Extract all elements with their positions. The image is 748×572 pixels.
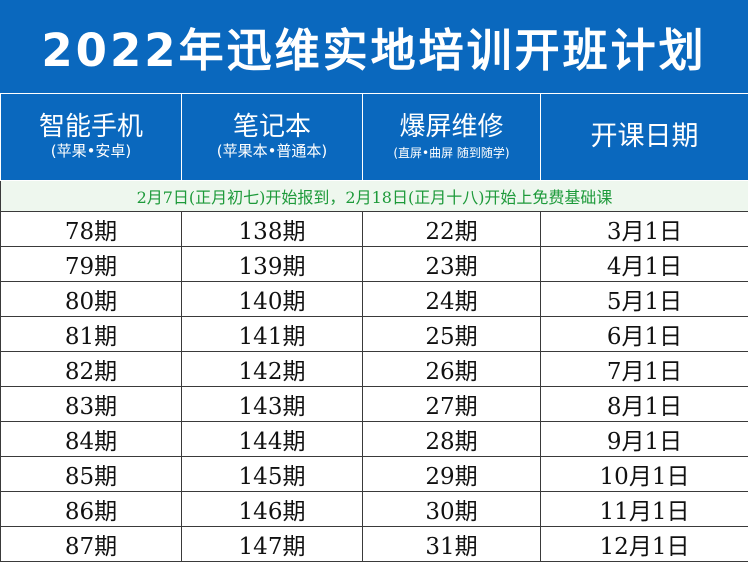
column-header-subtitle: (直屏•曲屏 随到随学) xyxy=(393,146,510,161)
schedule-table: 智能手机 (苹果•安卓) 笔记本 (苹果本•普通本) 爆屏维修 (直屏•曲屏 随… xyxy=(0,93,748,562)
notice-text: 2月7日(正月初七)开始报到，2月18日(正月十八)开始上免费基础课 xyxy=(0,180,748,212)
table-row: 87期 147期 31期 12月1日 xyxy=(0,526,748,562)
cell-screen-session: 26期 xyxy=(362,351,541,387)
cell-smartphone-session: 81期 xyxy=(0,316,182,352)
table-row: 81期 141期 25期 6月1日 xyxy=(0,316,748,352)
cell-screen-session: 25期 xyxy=(362,316,541,352)
cell-smartphone-session: 78期 xyxy=(0,211,182,247)
table-row: 79期 139期 23期 4月1日 xyxy=(0,246,748,282)
table-row: 86期 146期 30期 11月1日 xyxy=(0,491,748,527)
column-header-title: 笔记本 xyxy=(232,112,311,143)
cell-laptop-session: 141期 xyxy=(181,316,363,352)
cell-screen-session: 27期 xyxy=(362,386,541,422)
column-header-title: 开课日期 xyxy=(590,121,699,153)
cell-screen-session: 30期 xyxy=(362,491,541,527)
column-header-subtitle: (苹果•安卓) xyxy=(50,142,132,161)
column-header-start-date: 开课日期 xyxy=(540,93,748,181)
cell-smartphone-session: 87期 xyxy=(0,526,182,562)
column-header-subtitle: (苹果本•普通本) xyxy=(216,142,328,161)
cell-screen-session: 29期 xyxy=(362,456,541,492)
cell-laptop-session: 142期 xyxy=(181,351,363,387)
cell-screen-session: 22期 xyxy=(362,211,541,247)
cell-start-date: 9月1日 xyxy=(540,421,748,457)
cell-start-date: 4月1日 xyxy=(540,246,748,282)
table-row: 83期 143期 27期 8月1日 xyxy=(0,386,748,422)
cell-smartphone-session: 85期 xyxy=(0,456,182,492)
cell-start-date: 10月1日 xyxy=(540,456,748,492)
cell-laptop-session: 144期 xyxy=(181,421,363,457)
cell-start-date: 7月1日 xyxy=(540,351,748,387)
table-header-row: 智能手机 (苹果•安卓) 笔记本 (苹果本•普通本) 爆屏维修 (直屏•曲屏 随… xyxy=(0,93,748,181)
cell-screen-session: 31期 xyxy=(362,526,541,562)
cell-laptop-session: 143期 xyxy=(181,386,363,422)
cell-smartphone-session: 86期 xyxy=(0,491,182,527)
column-header-screen-repair: 爆屏维修 (直屏•曲屏 随到随学) xyxy=(362,93,541,181)
table-row: 84期 144期 28期 9月1日 xyxy=(0,421,748,457)
cell-laptop-session: 145期 xyxy=(181,456,363,492)
column-header-title: 爆屏维修 xyxy=(399,112,504,143)
table-row: 85期 145期 29期 10月1日 xyxy=(0,456,748,492)
table-row: 80期 140期 24期 5月1日 xyxy=(0,281,748,317)
schedule-rows: 78期 138期 22期 3月1日 79期 139期 23期 4月1日 80期 140期 24期 5月… xyxy=(0,211,748,562)
table-row: 78期 138期 22期 3月1日 xyxy=(0,211,748,247)
cell-laptop-session: 140期 xyxy=(181,281,363,317)
cell-screen-session: 24期 xyxy=(362,281,541,317)
column-header-smartphone: 智能手机 (苹果•安卓) xyxy=(0,93,182,181)
table-row: 82期 142期 26期 7月1日 xyxy=(0,351,748,387)
page-title: 2022年迅维实地培训开班计划 xyxy=(0,0,748,93)
cell-laptop-session: 146期 xyxy=(181,491,363,527)
cell-screen-session: 28期 xyxy=(362,421,541,457)
cell-start-date: 8月1日 xyxy=(540,386,748,422)
cell-smartphone-session: 84期 xyxy=(0,421,182,457)
cell-laptop-session: 139期 xyxy=(181,246,363,282)
cell-start-date: 11月1日 xyxy=(540,491,748,527)
cell-smartphone-session: 80期 xyxy=(0,281,182,317)
cell-start-date: 3月1日 xyxy=(540,211,748,247)
column-header-title: 智能手机 xyxy=(38,112,143,143)
notice-row: 2月7日(正月初七)开始报到，2月18日(正月十八)开始上免费基础课 xyxy=(0,180,748,212)
cell-laptop-session: 147期 xyxy=(181,526,363,562)
cell-screen-session: 23期 xyxy=(362,246,541,282)
column-header-laptop: 笔记本 (苹果本•普通本) xyxy=(181,93,363,181)
cell-laptop-session: 138期 xyxy=(181,211,363,247)
cell-start-date: 6月1日 xyxy=(540,316,748,352)
cell-start-date: 12月1日 xyxy=(540,526,748,562)
cell-smartphone-session: 82期 xyxy=(0,351,182,387)
cell-smartphone-session: 83期 xyxy=(0,386,182,422)
cell-smartphone-session: 79期 xyxy=(0,246,182,282)
cell-start-date: 5月1日 xyxy=(540,281,748,317)
